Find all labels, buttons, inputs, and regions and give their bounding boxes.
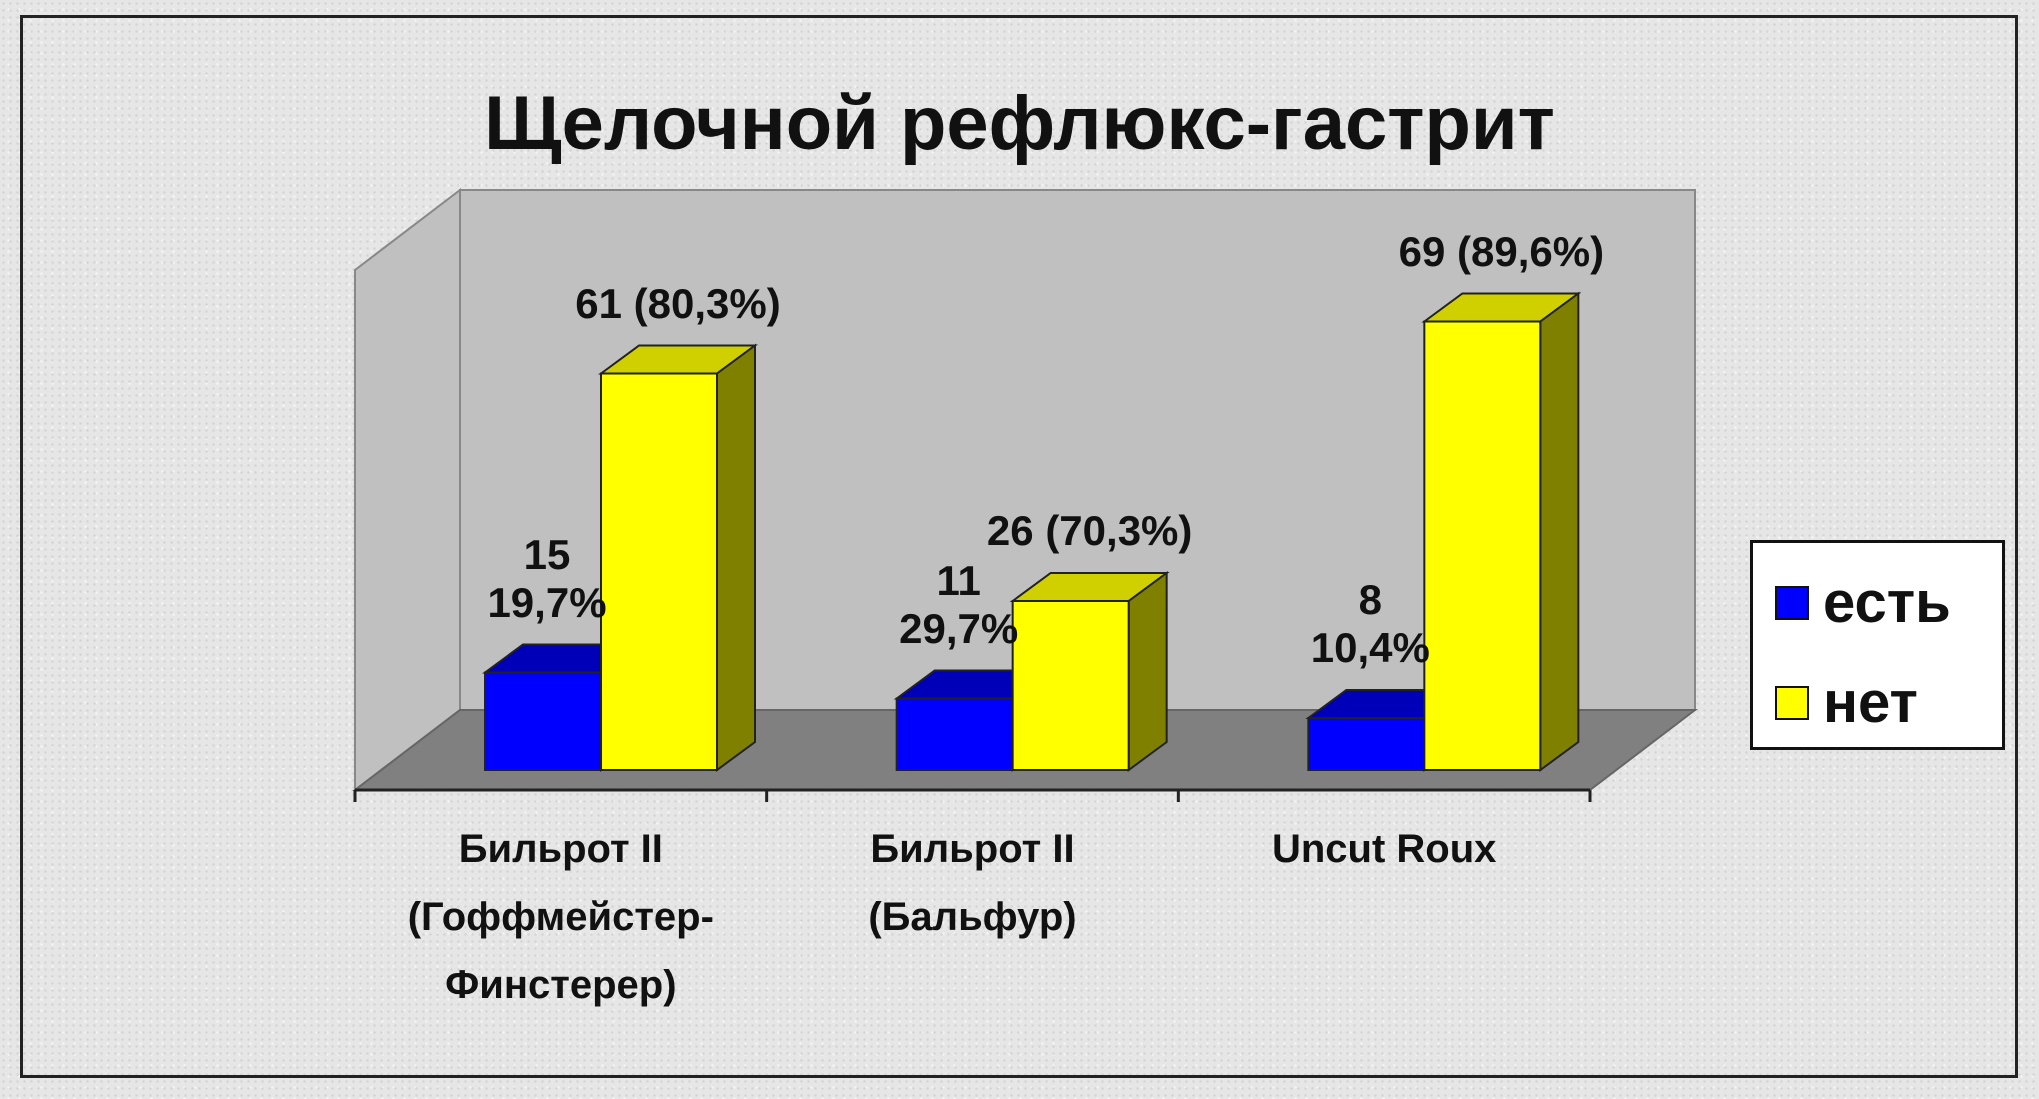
- legend-label: есть: [1823, 570, 1951, 635]
- bar-side: [1539, 291, 1580, 772]
- side-wall: [354, 187, 461, 793]
- bar: [597, 343, 759, 772]
- bar-front: [895, 697, 1014, 771]
- bar: [1421, 291, 1582, 772]
- data-label: 8 10,4%: [1310, 576, 1430, 671]
- bar-front: [1011, 600, 1130, 771]
- x-tick-label: Uncut Roux: [1271, 827, 1497, 871]
- chart-title: Щелочной рефлюкс-гастрит: [484, 81, 1555, 166]
- data-label: 26 (70,3%): [986, 507, 1193, 554]
- bar-front: [484, 671, 602, 771]
- bar-front: [1423, 320, 1542, 771]
- data-label: 69 (89,6%): [1398, 227, 1605, 275]
- legend-swatch: [1775, 686, 1809, 720]
- bar-side: [1127, 571, 1168, 772]
- data-label: 61 (80,3%): [575, 279, 781, 327]
- bar-front: [1307, 717, 1426, 771]
- data-label: 15 19,7%: [487, 530, 607, 626]
- legend-swatch: [1775, 586, 1809, 620]
- x-tick-label: Бильрот II (Гоффмейстер-Финстерер): [407, 827, 714, 1007]
- bar-front: [600, 372, 718, 771]
- data-label: 11 29,7%: [899, 556, 1019, 652]
- legend-entry: нет: [1775, 673, 1918, 733]
- chart-frame: [20, 15, 2018, 1078]
- bar: [1009, 571, 1170, 772]
- legend: есть нет: [1750, 540, 2005, 750]
- legend-entry: есть: [1775, 573, 1951, 633]
- bar-side: [716, 343, 756, 772]
- legend-label: нет: [1823, 670, 1918, 735]
- x-tick-label: Бильрот II (Бальфур): [868, 827, 1077, 939]
